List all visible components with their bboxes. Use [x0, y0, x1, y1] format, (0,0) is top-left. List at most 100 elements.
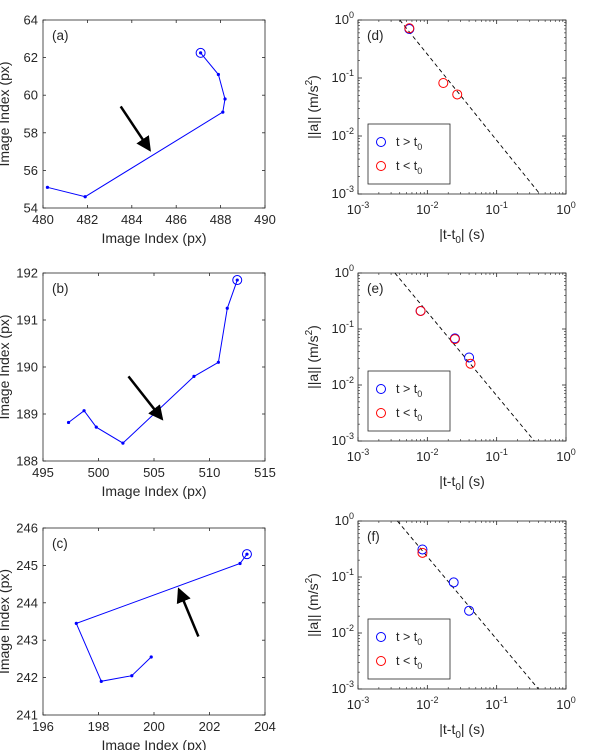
x-axis-label-sub: 0 — [455, 482, 461, 493]
legend-label-red: t < t0 — [396, 159, 422, 176]
y-axis-label: ||a|| (m/s2) — [304, 573, 321, 637]
legend-label-red-sub: 0 — [417, 413, 422, 423]
x-tick-label: 505 — [143, 465, 165, 480]
y-axis-label-end: ) — [305, 325, 321, 330]
x-tick-exponent: -1 — [500, 695, 508, 705]
x-axis-label-sub: 0 — [455, 235, 461, 246]
trajectory-point — [121, 441, 125, 445]
x-tick-base: 10 — [347, 697, 361, 712]
trajectory-point — [74, 621, 78, 625]
y-axis-label: ||a|| (m/s2) — [304, 75, 321, 139]
y-tick-exponent: -1 — [346, 567, 354, 577]
data-point — [449, 334, 460, 345]
y-tick-label: 242 — [16, 670, 38, 685]
x-tick-exponent: -1 — [500, 447, 508, 457]
x-tick-base: 10 — [556, 449, 570, 464]
y-tick-label: 244 — [16, 595, 38, 610]
x-tick-label: 488 — [210, 212, 232, 227]
x-tick-exponent: -3 — [361, 695, 369, 705]
x-axis-label-end: | (s) — [461, 721, 485, 737]
y-tick-label: 10-2 — [332, 126, 354, 143]
legend-label-blue: t > t0 — [396, 382, 422, 399]
trajectory-point — [199, 51, 203, 55]
start-marker — [232, 275, 243, 286]
x-tick-label: 10-1 — [485, 447, 507, 464]
y-tick-label: 10-3 — [332, 184, 354, 201]
legend-label-red-main: t < t — [396, 406, 418, 420]
trajectory-point — [235, 278, 239, 282]
y-tick-label: 54 — [24, 201, 38, 216]
trajectory-point — [130, 674, 134, 678]
x-tick-label: 198 — [88, 719, 110, 734]
legend-label-red: t < t0 — [396, 406, 422, 423]
y-tick-label: 243 — [16, 633, 38, 648]
x-tick-label: 10-3 — [347, 200, 369, 217]
y-tick-exponent: -2 — [346, 623, 354, 633]
y-tick-base: 10 — [332, 377, 346, 392]
y-tick-label: 10-2 — [332, 375, 354, 392]
y-axis-label: Image Index (px) — [0, 314, 12, 419]
x-axis-label: Image Index (px) — [101, 737, 206, 750]
x-tick-exponent: -3 — [361, 447, 369, 457]
x-tick-exponent: -2 — [431, 695, 439, 705]
data-point — [452, 89, 463, 100]
legend-label-blue-main: t > t — [396, 630, 418, 644]
y-tick-exponent: -3 — [346, 431, 354, 441]
x-tick-label: 510 — [199, 465, 221, 480]
data-point — [465, 358, 476, 369]
legend-box — [367, 370, 451, 432]
axes-box — [42, 19, 266, 209]
x-tick-label: 10-2 — [416, 200, 438, 217]
legend-box — [367, 618, 451, 680]
x-axis-label: |t-t0| (s) — [439, 473, 485, 493]
y-tick-label: 246 — [16, 521, 38, 536]
x-tick-label: 500 — [88, 465, 110, 480]
start-marker — [195, 47, 206, 58]
x-tick-label: 484 — [121, 212, 143, 227]
x-axis-label-end: | (s) — [461, 226, 485, 242]
data-point — [448, 577, 459, 588]
panel-b: 495 500 505 510 515 188 189 190 191 192 (b) Image I… — [0, 266, 276, 500]
y-tick-base: 10 — [335, 265, 349, 280]
trajectory-point — [245, 552, 249, 556]
y-tick-exponent: -3 — [346, 679, 354, 689]
y-tick-base: 10 — [335, 12, 349, 27]
legend-label-blue: t > t0 — [396, 135, 422, 152]
trajectory-point — [94, 425, 98, 429]
y-tick-label: 189 — [16, 407, 38, 422]
panel-label: (c) — [52, 536, 68, 551]
trajectory-point — [216, 72, 220, 77]
x-tick-base: 10 — [556, 202, 570, 217]
x-tick-exponent: 0 — [571, 200, 576, 210]
y-tick-exponent: 0 — [349, 10, 354, 20]
direction-arrow — [119, 105, 151, 152]
data-point — [438, 77, 449, 88]
legend-label-red-main: t < t — [396, 159, 418, 173]
y-tick-base: 10 — [332, 681, 346, 696]
legend-label-red-sub: 0 — [417, 166, 422, 176]
y-axis-label-end: ) — [305, 573, 321, 578]
y-tick-label: 188 — [16, 454, 38, 469]
y-tick-label: 241 — [16, 708, 38, 723]
legend-label-blue-sub: 0 — [417, 637, 422, 647]
y-tick-label: 10-1 — [332, 68, 354, 85]
x-tick-exponent: 0 — [571, 695, 576, 705]
y-tick-base: 10 — [332, 321, 346, 336]
x-axis-label: Image Index (px) — [101, 483, 206, 499]
x-tick-label: 482 — [77, 212, 99, 227]
y-tick-label: 100 — [335, 263, 354, 280]
x-tick-exponent: 0 — [571, 447, 576, 457]
x-tick-base: 10 — [556, 697, 570, 712]
legend-label-blue-main: t > t — [396, 382, 418, 396]
y-tick-label: 245 — [16, 558, 38, 573]
x-axis-label-main: |t-t — [439, 226, 455, 242]
y-tick-base: 10 — [332, 128, 346, 143]
y-tick-label: 60 — [24, 88, 38, 103]
x-axis-label-sub: 0 — [455, 730, 461, 741]
x-tick-base: 10 — [416, 202, 430, 217]
y-tick-label: 10-2 — [332, 623, 354, 640]
y-tick-base: 10 — [332, 70, 346, 85]
x-tick-label: 10-2 — [416, 695, 438, 712]
trajectory-point — [83, 195, 87, 199]
x-tick-base: 10 — [416, 449, 430, 464]
